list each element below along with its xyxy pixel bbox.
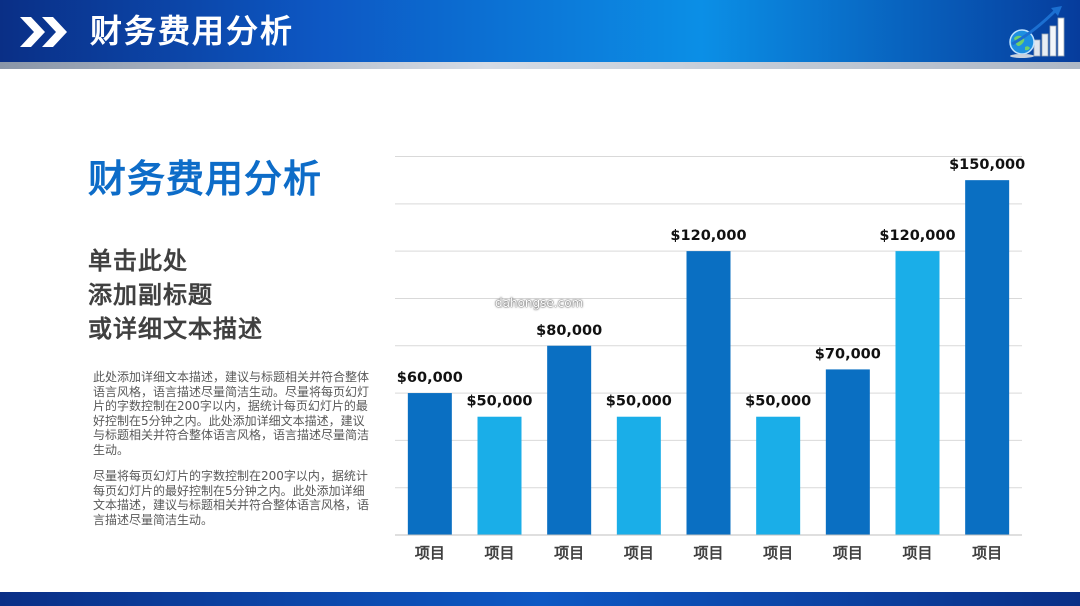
header-divider-strip (0, 62, 1080, 69)
x-tick-label: 项目 (624, 544, 654, 562)
chart-bar (477, 416, 522, 535)
bar-data-label: $50,000 (606, 394, 672, 410)
globe-growth-chart-logo (1009, 6, 1065, 58)
chart-bar (547, 345, 592, 535)
watermark-text: dahongse.com (495, 296, 584, 310)
bar-data-label: $60,000 (397, 370, 463, 386)
chart-bar (407, 393, 452, 535)
header-title: 财务费用分析 (90, 12, 295, 50)
description-paragraph: 此处添加详细文本描述，建议与标题相关并符合整体语言风格，语言描述尽量简洁生动。尽… (93, 370, 370, 457)
footer-bar (0, 592, 1080, 606)
x-tick-label: 项目 (833, 544, 863, 562)
bar-data-label: $150,000 (949, 157, 1025, 173)
bar-data-label: $70,000 (815, 346, 881, 362)
x-tick-label: 项目 (484, 544, 514, 562)
chart-bar (895, 251, 940, 535)
header-bar (0, 0, 1080, 62)
x-tick-label: 项目 (693, 544, 723, 562)
chart-bar (686, 251, 731, 535)
bar-data-label: $50,000 (745, 394, 811, 410)
x-tick-label: 项目 (554, 544, 584, 562)
bar-data-label: $80,000 (536, 323, 602, 339)
chart-bar (965, 180, 1010, 535)
subtitle-line: 添加副标题 (88, 281, 213, 309)
x-tick-label: 项目 (415, 544, 445, 562)
description-paragraph: 尽量将每页幻灯片的字数控制在200字以内，据统计每页幻灯片的最好控制在5分钟之内… (93, 469, 370, 527)
bar-data-label: $50,000 (466, 394, 532, 410)
main-title: 财务费用分析 (88, 157, 323, 201)
subtitle-line: 单击此处 (88, 247, 188, 275)
chart-bar (825, 369, 870, 535)
subtitle-block: 单击此处 添加副标题 或详细文本描述 (88, 244, 348, 346)
chart-bar (756, 416, 801, 535)
x-tick-label: 项目 (972, 544, 1002, 562)
x-tick-label: 项目 (763, 544, 793, 562)
chart-bar (616, 416, 661, 535)
subtitle-line: 或详细文本描述 (88, 315, 263, 343)
description-text: 此处添加详细文本描述，建议与标题相关并符合整体语言风格，语言描述尽量简洁生动。尽… (93, 370, 375, 539)
bar-data-label: $120,000 (670, 228, 746, 244)
bar-data-label: $120,000 (879, 228, 955, 244)
double-chevron-right-icon (20, 17, 67, 47)
x-tick-label: 项目 (902, 544, 932, 562)
